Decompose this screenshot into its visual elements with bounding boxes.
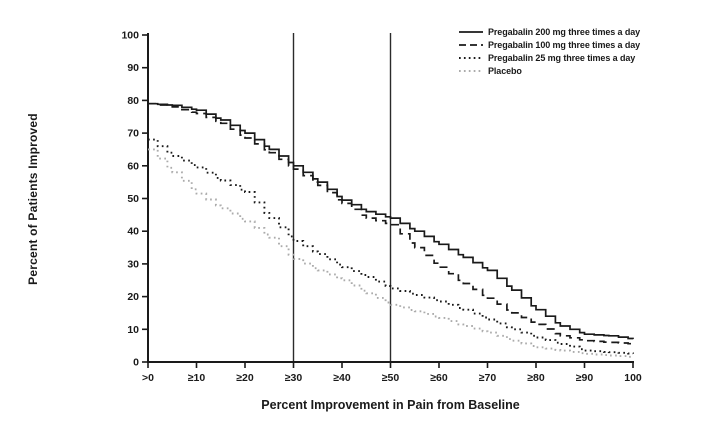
legend-line-sample bbox=[459, 44, 483, 46]
x-tick-label: ≥80 bbox=[527, 372, 545, 384]
y-tick-label: 30 bbox=[127, 258, 139, 270]
series-line-3 bbox=[148, 148, 634, 358]
x-tick-label: 100 bbox=[624, 372, 642, 384]
y-tick-label: 100 bbox=[121, 30, 139, 42]
x-tick-label: ≥30 bbox=[285, 372, 303, 384]
y-tick-label: 10 bbox=[127, 324, 139, 336]
y-tick-label: 20 bbox=[127, 291, 139, 303]
axes: 0 10 20 30 40 50 60 70 80 90 100 >0 ≥10 ≥20 ≥30 ≥40 ≥50 ≥… bbox=[121, 30, 641, 385]
y-tick-label: 40 bbox=[127, 226, 139, 238]
legend-item: Pregabalin 200 mg three times a day bbox=[458, 26, 640, 38]
y-tick-label: 0 bbox=[133, 357, 139, 369]
y-tick-label: 60 bbox=[127, 160, 139, 172]
legend-label: Placebo bbox=[488, 66, 522, 76]
legend-line-sample bbox=[459, 70, 483, 72]
legend-item: Pregabalin 25 mg three times a day bbox=[458, 52, 640, 64]
series-line-0 bbox=[148, 102, 634, 340]
series-line-1 bbox=[148, 102, 634, 345]
x-tick-label: ≥40 bbox=[333, 372, 351, 384]
legend: Pregabalin 200 mg three times a day Prega… bbox=[458, 26, 640, 77]
y-tick-label: 80 bbox=[127, 95, 139, 107]
legend-label: Pregabalin 200 mg three times a day bbox=[488, 27, 641, 37]
x-tick-label: ≥90 bbox=[576, 372, 594, 384]
legend-label: Pregabalin 100 mg three times a day bbox=[488, 40, 641, 50]
y-tick-label: 70 bbox=[127, 128, 139, 140]
x-tick-label: >0 bbox=[142, 372, 154, 384]
series-group bbox=[148, 102, 634, 358]
legend-line-sample bbox=[459, 57, 483, 59]
x-axis-label: Percent Improvement in Pain from Baselin… bbox=[261, 398, 520, 412]
x-tick-label: ≥70 bbox=[479, 372, 497, 384]
x-tick-label: ≥50 bbox=[382, 372, 400, 384]
legend-item: Placebo bbox=[458, 65, 640, 77]
y-tick-label: 90 bbox=[127, 62, 139, 74]
legend-line-sample bbox=[459, 31, 483, 33]
y-tick-label: 50 bbox=[127, 193, 139, 205]
series-line-2 bbox=[148, 138, 634, 355]
reference-lines bbox=[292, 33, 392, 362]
legend-label: Pregabalin 25 mg three times a day bbox=[488, 53, 636, 63]
x-tick-label: ≥60 bbox=[430, 372, 448, 384]
legend-item: Pregabalin 100 mg three times a day bbox=[458, 39, 640, 51]
x-tick-label: ≥10 bbox=[188, 372, 206, 384]
x-tick-label: ≥20 bbox=[236, 372, 254, 384]
